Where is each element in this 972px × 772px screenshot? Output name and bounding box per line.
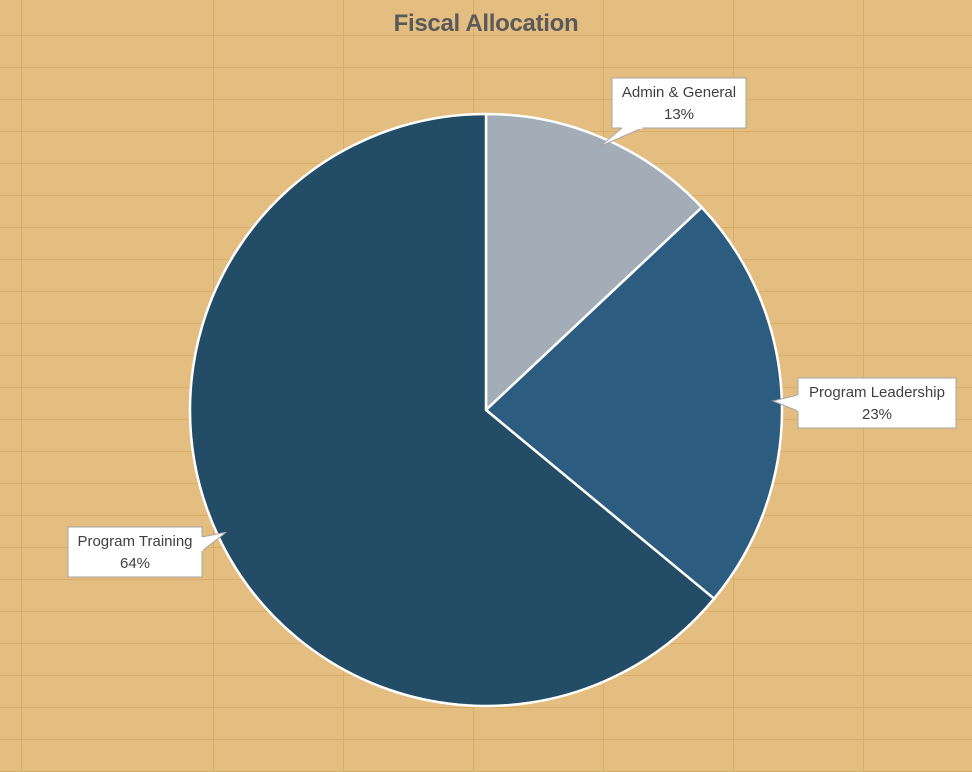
slice-value-label: 23% — [862, 406, 892, 423]
callout-box — [611, 77, 747, 129]
callout-box — [797, 377, 957, 429]
chart-title: Fiscal Allocation — [393, 10, 579, 37]
data-label-callout: Program Training 64% — [67, 526, 227, 578]
pie-slices — [188, 112, 784, 708]
callout-pointer — [201, 531, 227, 552]
data-label-callout: Admin & General 13% — [599, 77, 747, 147]
callout-pointer — [599, 127, 643, 147]
slice-label: Program Training — [77, 533, 192, 550]
slice-label: Program Leadership — [809, 384, 945, 401]
slice-value-label: 64% — [120, 555, 150, 572]
data-label-callout: Program Leadership 23% — [771, 377, 957, 429]
pie-slice-admin-general — [484, 112, 704, 412]
slice-label: Admin & General — [622, 84, 736, 101]
slice-value-label: 13% — [664, 106, 694, 123]
callout-pointer — [771, 394, 799, 412]
callout-box — [67, 526, 203, 578]
